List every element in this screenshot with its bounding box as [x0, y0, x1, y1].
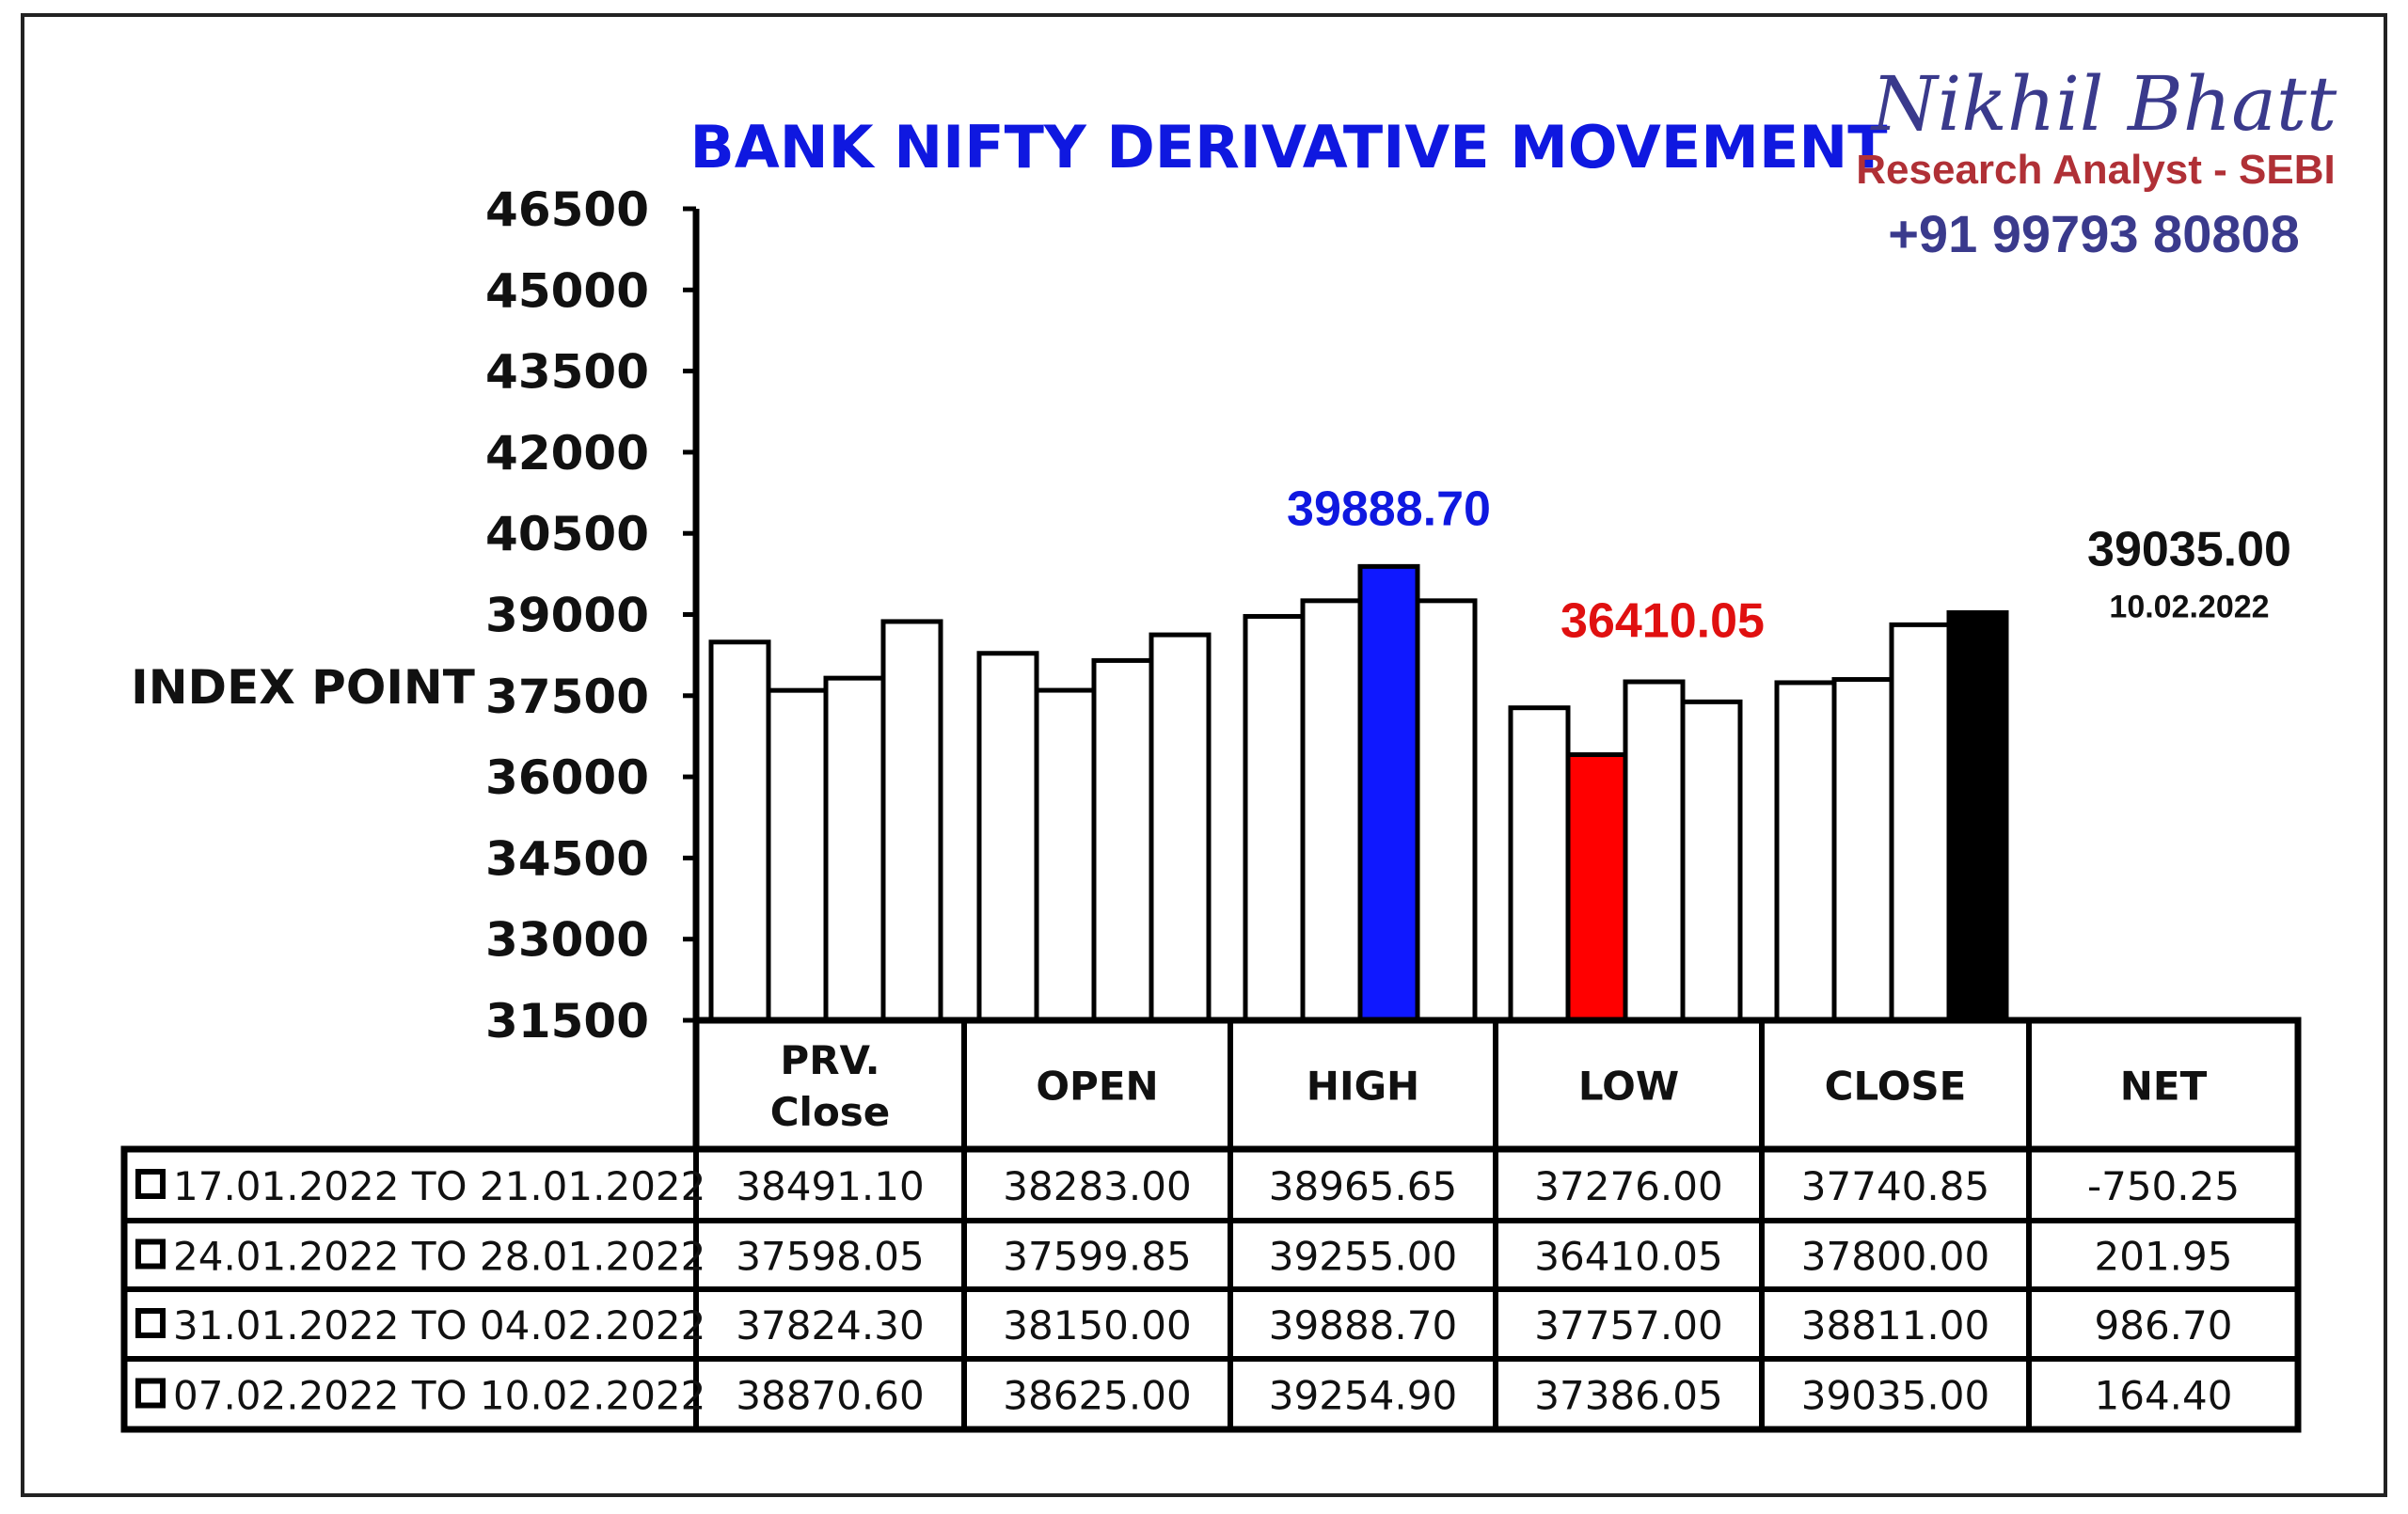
bar [1034, 687, 1097, 1023]
table-cell: -750.25 [2087, 1163, 2240, 1209]
y-tick-label: 31500 [485, 994, 649, 1049]
y-tick-label: 40500 [485, 507, 649, 561]
legend-marker [135, 1238, 166, 1270]
bar [1357, 563, 1420, 1023]
bars-layer [708, 563, 2009, 1023]
table-cell: 39255.00 [1269, 1234, 1457, 1280]
brand-name: Nikhil Bhatt [1870, 60, 2337, 148]
table-header-cell: CLOSE [1825, 1064, 1967, 1110]
bar [1300, 598, 1363, 1023]
table-cell: 37598.05 [736, 1234, 924, 1280]
data-label: 39035.00 [2087, 522, 2291, 576]
y-tick-label: 43500 [485, 345, 649, 400]
table-cell: 986.70 [2095, 1302, 2233, 1348]
y-tick-label: 39000 [485, 589, 649, 643]
axis-layer: 46500 45000 43500 42000 40500 39000 37500 36000… [485, 182, 700, 1049]
table-cell: 38283.00 [1003, 1163, 1191, 1209]
labels-layer: 39888.70 36410.05 39035.00 10.02.2022 [1287, 481, 2291, 648]
y-tick-label: 42000 [485, 426, 649, 481]
table-header-cell: LOW [1578, 1064, 1679, 1110]
bar [1680, 699, 1743, 1023]
chart-frame [21, 13, 2387, 1497]
table-cell: 37599.85 [1003, 1234, 1191, 1280]
table-cell: 38811.00 [1801, 1302, 1989, 1348]
data-label: 36410.05 [1560, 594, 1765, 649]
table-cell: 38625.00 [1003, 1373, 1191, 1419]
table-cell: 37386.05 [1534, 1373, 1722, 1419]
table-cell: 164.40 [2095, 1373, 2233, 1419]
y-tick-label: 33000 [485, 913, 649, 968]
table-layer: PRV. Close OPEN HIGH LOW CLOSE NET 17.01.2022 T… [120, 1017, 2302, 1433]
bar [976, 651, 1039, 1023]
table-cell: 38870.60 [736, 1373, 924, 1419]
table-cell: 39888.70 [1269, 1302, 1457, 1348]
table-header-cell: NET [2120, 1064, 2208, 1110]
legend-label: 07.02.2022 TO 10.02.2022 [173, 1373, 705, 1419]
table-cell: 201.95 [2095, 1234, 2233, 1280]
table-header-cell: OPEN [1036, 1064, 1158, 1110]
bar [1831, 677, 1894, 1023]
bar [823, 675, 886, 1023]
legend-marker [135, 1169, 166, 1199]
table-cell: 38150.00 [1003, 1302, 1191, 1348]
table-cell: 37824.30 [736, 1302, 924, 1348]
table-cell: 37757.00 [1534, 1302, 1722, 1348]
legend-marker [135, 1308, 166, 1338]
bar [1149, 632, 1212, 1023]
table-header-cell: Close [770, 1089, 891, 1135]
table-cell: 39035.00 [1801, 1373, 1989, 1419]
bar [1889, 622, 1952, 1023]
table-cell: 39254.90 [1269, 1373, 1457, 1419]
legend-marker [135, 1378, 166, 1409]
bar [1508, 705, 1571, 1023]
table-cell: 37800.00 [1801, 1234, 1989, 1280]
table-cell: 37276.00 [1534, 1163, 1722, 1209]
y-tick-label: 46500 [485, 182, 649, 237]
table-header-cell: PRV. [780, 1037, 879, 1083]
bar [1415, 598, 1478, 1023]
bar [1774, 680, 1837, 1023]
table-header-cell: HIGH [1307, 1064, 1419, 1110]
brand-role: Research Analyst - SEBI [1856, 147, 2335, 193]
y-axis-label: INDEX POINT [131, 660, 475, 715]
y-tick-label: 36000 [485, 750, 649, 805]
bar [1243, 613, 1306, 1023]
data-label: 39888.70 [1287, 481, 1491, 536]
legend-label: 17.01.2022 TO 21.01.2022 [173, 1163, 705, 1209]
table-cell: 38491.10 [736, 1163, 924, 1209]
bar [766, 687, 829, 1023]
y-tick-label: 45000 [485, 263, 649, 318]
brand-phone: +91 99793 80808 [1888, 204, 2300, 263]
bar [1946, 609, 2009, 1023]
y-tick-label: 37500 [485, 670, 649, 724]
bar [880, 619, 943, 1023]
bar [1565, 752, 1628, 1023]
data-sublabel: 10.02.2022 [2109, 589, 2269, 624]
chart-title: BANK NIFTY DERIVATIVE MOVEMENT [690, 113, 1888, 181]
bar [1091, 657, 1154, 1023]
legend-label: 24.01.2022 TO 28.01.2022 [173, 1234, 705, 1280]
y-tick-label: 34500 [485, 831, 649, 886]
table-cell: 37740.85 [1801, 1163, 1989, 1209]
table-cell: 36410.05 [1534, 1234, 1722, 1280]
bar [1623, 679, 1686, 1023]
legend-label: 31.01.2022 TO 04.02.2022 [173, 1302, 705, 1348]
table-cell: 38965.65 [1269, 1163, 1457, 1209]
bar [708, 639, 771, 1023]
